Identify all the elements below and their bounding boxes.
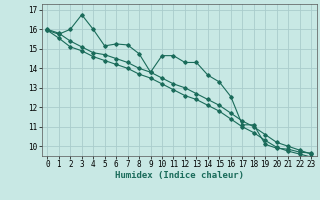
X-axis label: Humidex (Indice chaleur): Humidex (Indice chaleur): [115, 171, 244, 180]
